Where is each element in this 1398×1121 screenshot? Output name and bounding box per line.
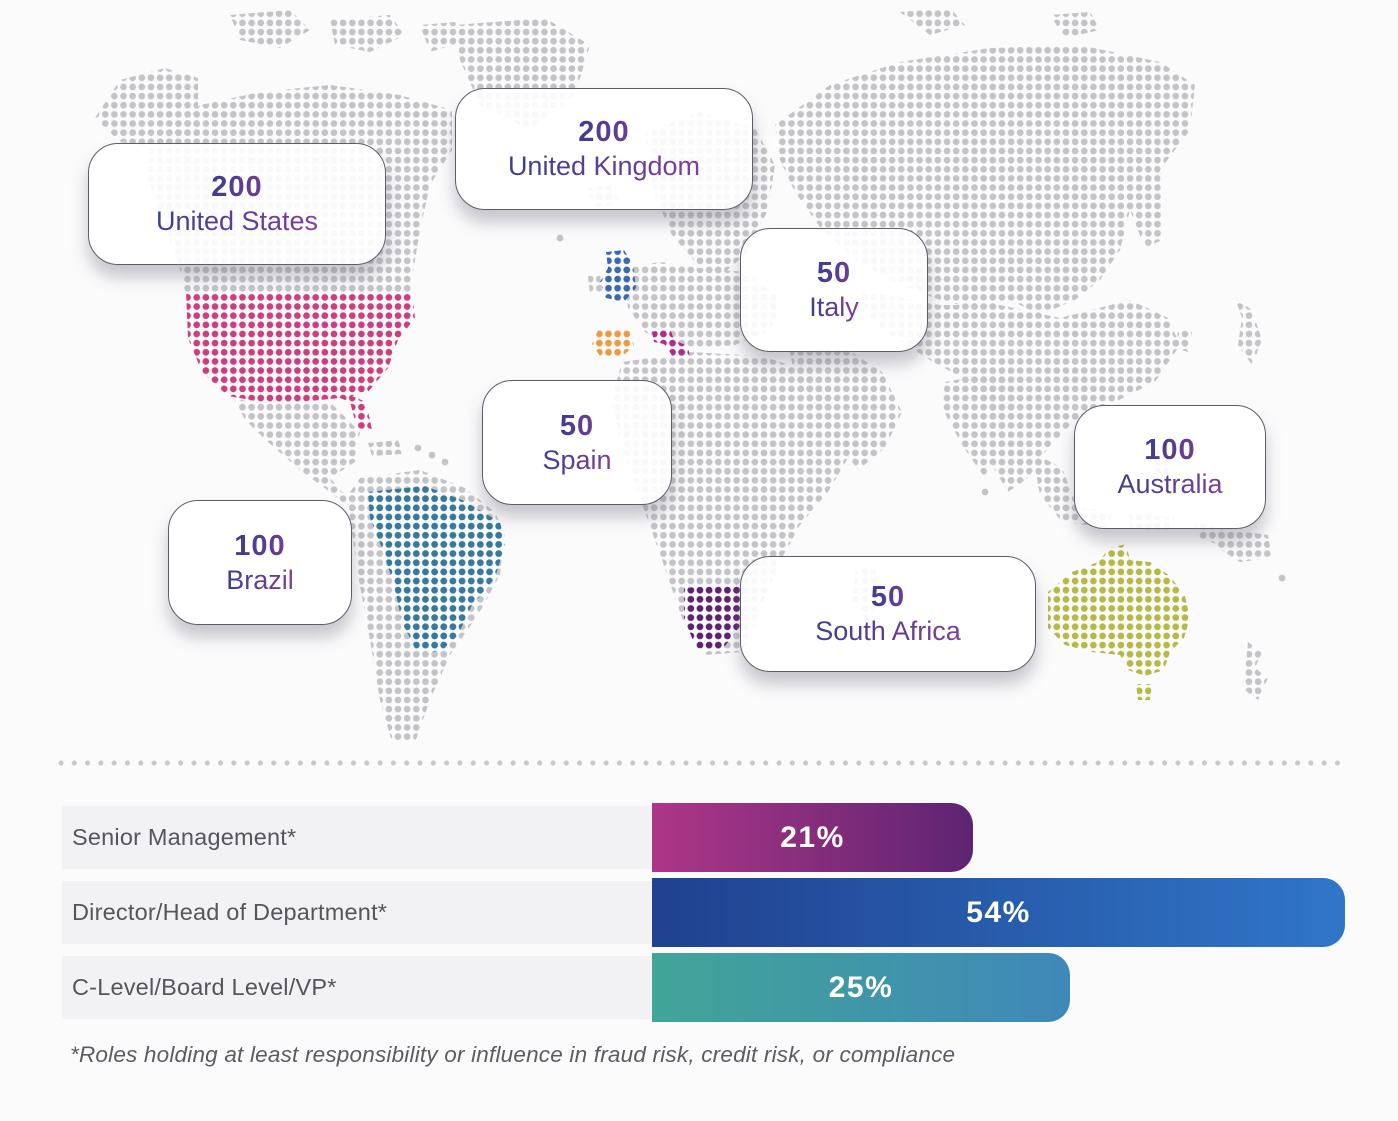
bar-director-head: 54% [652,878,1345,947]
region-south-africa [684,584,743,650]
row-label-cell: C-Level/Board Level/VP* [62,956,652,1019]
row-label: Senior Management* [72,824,297,850]
callout-label: Brazil [226,564,294,598]
region-brazil [368,486,505,652]
footnote: *Roles holding at least responsibility o… [70,1042,956,1067]
callout-value: 200 [211,169,262,205]
callout-united-states: 200 United States [88,143,386,265]
row-label-cell: Director/Head of Department* [62,881,652,944]
callout-label: South Africa [815,615,961,649]
row-label: Director/Head of Department* [72,899,388,925]
region-australia [1048,544,1190,676]
dotted-divider [56,757,1348,769]
region-united-kingdom [600,250,636,302]
callout-label: Italy [809,291,859,325]
bar-row-c-level: C-Level/Board Level/VP* 25% [62,953,1362,1022]
callout-south-africa: 50 South Africa [740,556,1036,672]
bar-row-director-head: Director/Head of Department* 54% [62,878,1362,947]
region-spain [592,330,634,358]
callout-value: 50 [817,255,851,291]
landmass-highlighted [186,250,1190,700]
bar-value-label: 21% [780,820,845,854]
callout-italy: 50 Italy [740,228,928,352]
row-label: C-Level/Board Level/VP* [72,974,337,1000]
region-australia-tasmania [1136,684,1152,700]
row-label-cell: Senior Management* [62,806,652,869]
bar-row-senior-management: Senior Management* 21% [62,803,1362,872]
callout-label: United Kingdom [508,150,700,184]
callout-value: 100 [1144,432,1195,468]
callout-value: 50 [560,408,594,444]
bar-c-level: 25% [652,953,1070,1022]
region-united-states [186,292,415,430]
region-italy [652,328,690,358]
callout-value: 200 [578,114,629,150]
world-map-section: 200 United States 200 United Kingdom 50 … [88,8,1286,742]
callout-label: Spain [542,444,611,478]
callout-value: 50 [871,579,905,615]
callout-value: 100 [234,528,285,564]
callout-australia: 100 Australia [1074,405,1266,529]
callout-spain: 50 Spain [482,380,672,505]
callout-united-kingdom: 200 United Kingdom [455,88,753,210]
callout-label: Australia [1117,468,1222,502]
bar-value-label: 54% [966,895,1031,929]
callout-label: United States [156,205,318,239]
roles-bar-chart: Senior Management* 21% Director/Head of … [62,803,1362,1025]
callout-brazil: 100 Brazil [168,500,352,625]
bar-value-label: 25% [828,970,894,1004]
bar-senior-management: 21% [652,803,973,872]
